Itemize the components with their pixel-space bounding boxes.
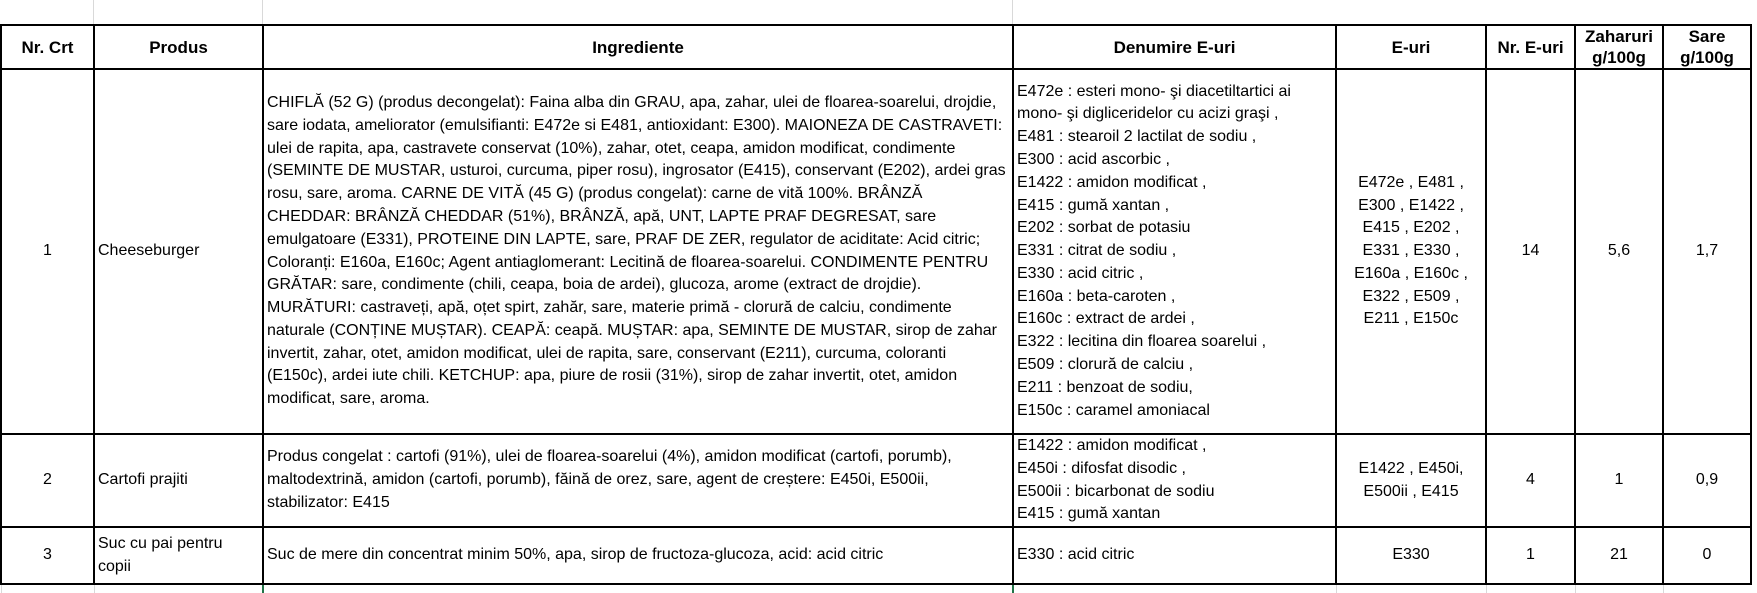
table-row: 3 Suc cu pai pentru copii Suc de mere din … [0,526,1752,586]
cell-nr-e-uri[interactable]: 4 [1485,432,1576,529]
cell-denumire-e-uri[interactable]: E472e : esteri mono- şi diacetiltartici … [1012,68,1337,435]
e-number-description: E500ii : bicarbonat de sodiu [1017,482,1215,500]
cell-nr-crt[interactable]: 2 [0,432,95,529]
cell-ingrediente[interactable]: Suc de mere din concentrat minim 50%, ap… [262,526,1014,586]
e-number-description: E481 : stearoil 2 lactilat de sodiu , [1017,128,1257,146]
e-number-description: E160c : extract de ardei , [1017,310,1195,328]
e-number-description: E300 : acid ascorbic , [1017,150,1170,168]
header-sare[interactable]: Sare g/100g [1662,24,1752,70]
e-number-description: E1422 : amidon modificat , [1017,173,1207,191]
header-row: Nr. Crt Produs Ingrediente Denumire E-ur… [0,24,1752,70]
e-number-description: E1422 : amidon modificat , [1017,437,1207,454]
table-row: 2 Cartofi prajiti Produs congelat : cartof… [0,432,1752,529]
cell-e-uri[interactable]: E472e , E481 , E300 , E1422 , E415 , E20… [1335,68,1487,435]
e-number-description: E331 : citrat de sodiu , [1017,242,1177,260]
cell-produs[interactable]: Cartofi prajiti [93,432,264,529]
header-zaharuri[interactable]: Zaharuri g/100g [1574,24,1664,70]
cell-produs[interactable]: Suc cu pai pentru copii [93,526,264,586]
header-produs[interactable]: Produs [93,24,264,70]
e-number-description: E509 : clorură de calciu , [1017,356,1194,374]
cell-sare[interactable]: 1,7 [1662,68,1752,435]
header-ingrediente[interactable]: Ingrediente [262,24,1014,70]
header-nr-crt[interactable]: Nr. Crt [0,24,95,70]
cell-ingrediente[interactable]: Produs congelat : cartofi (91%), ulei de… [262,432,1014,529]
gridline [1012,0,1013,25]
header-e-uri[interactable]: E-uri [1335,24,1487,70]
cell-sare[interactable]: 0 [1662,526,1752,586]
cell-nr-e-uri[interactable]: 14 [1485,68,1576,435]
e-number-description: E202 : sorbat de potasiu [1017,219,1191,237]
cell-denumire-e-uri[interactable]: E330 : acid citric [1012,526,1337,586]
e-number-description: E472e : esteri mono- şi diacetiltartici … [1017,82,1291,123]
cell-ingrediente[interactable]: CHIFLĂ (52 G) (produs decongelat): Faina… [262,68,1014,435]
e-number-description: E211 : benzoat de sodiu, [1017,378,1193,396]
e-number-description: E415 : gumă xantan [1017,505,1161,523]
cell-sare[interactable]: 0,9 [1662,432,1752,529]
e-number-description: E330 : acid citric [1017,546,1135,564]
cell-denumire-e-uri[interactable]: E1422 : amidon modificat , E450i : difosf… [1012,432,1337,529]
e-number-description: E160a : beta-caroten , [1017,287,1176,305]
sheet-gridlines [0,0,1757,25]
gridline [93,0,94,25]
gridline [262,0,263,25]
cell-zaharuri[interactable]: 21 [1574,526,1664,586]
e-number-description: E322 : lecitina din floarea soarelui , [1017,333,1267,351]
cell-produs[interactable]: Cheeseburger [93,68,264,435]
e-number-description: E150c : caramel amoniacal [1017,401,1210,419]
cell-e-uri[interactable]: E330 [1335,526,1487,586]
cell-nr-crt[interactable]: 1 [0,68,95,435]
cell-e-uri[interactable]: E1422 , E450i, E500ii , E415 [1335,432,1487,529]
header-denumire-e-uri[interactable]: Denumire E-uri [1012,24,1337,70]
ingredients-table: Nr. Crt Produs Ingrediente Denumire E-ur… [0,24,1752,593]
e-number-description: E330 : acid citric , [1017,264,1144,282]
e-number-description: E415 : gumă xantan , [1017,196,1170,214]
cell-nr-crt[interactable]: 3 [0,526,95,586]
cell-zaharuri[interactable]: 1 [1574,432,1664,529]
cell-zaharuri[interactable]: 5,6 [1574,68,1664,435]
table-row: 1 Cheeseburger CHIFLĂ (52 G) (produs decon… [0,68,1752,435]
e-number-description: E450i : difosfat disodic , [1017,459,1186,477]
cell-nr-e-uri[interactable]: 1 [1485,526,1576,586]
header-nr-e-uri[interactable]: Nr. E-uri [1485,24,1576,70]
